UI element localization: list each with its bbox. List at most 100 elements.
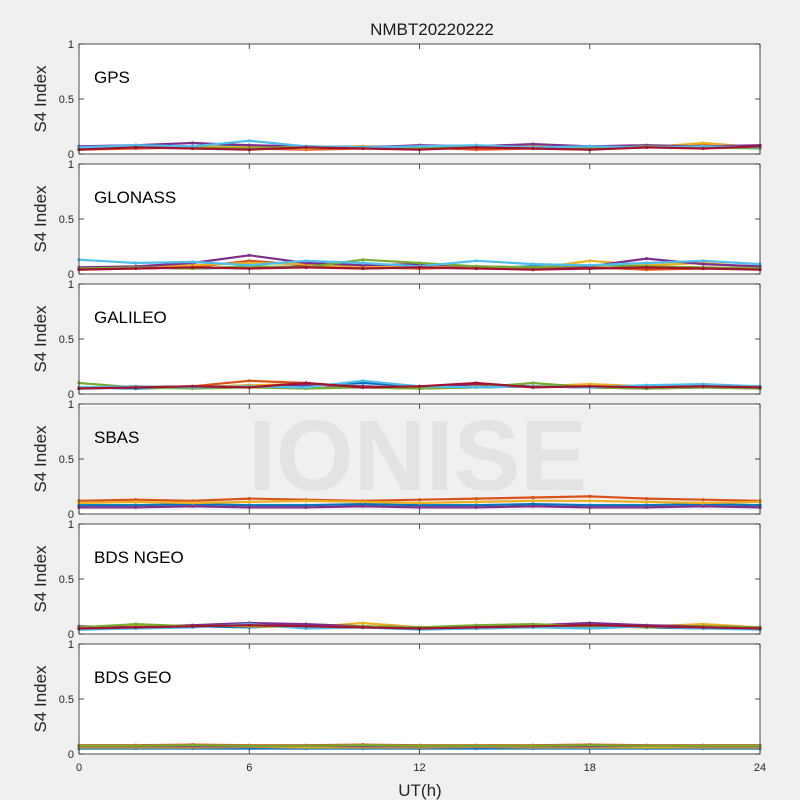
y-tick-label: 0.5	[59, 214, 74, 226]
watermark-text: IONISE	[248, 400, 587, 512]
data-point	[304, 381, 308, 385]
y-tick-label: 0.5	[59, 94, 74, 106]
y-axis-label: S4 Index	[31, 425, 50, 493]
data-point	[474, 744, 478, 748]
panel-label: GALILEO	[94, 308, 167, 327]
data-point	[531, 622, 535, 626]
data-point	[190, 384, 195, 388]
watermark-band	[80, 406, 759, 510]
data-point	[247, 379, 251, 383]
panel-label: SBAS	[94, 428, 139, 447]
data-point	[361, 266, 365, 271]
panels: 0 0.5 1 GPS S4 Index 0 0.5 1 GLONASS S4 Index 0 0.5…	[31, 39, 766, 774]
panel-label: GLONASS	[94, 188, 176, 207]
data-point	[134, 145, 138, 149]
data-point	[247, 497, 251, 501]
data-point	[474, 143, 478, 147]
data-point	[134, 143, 138, 147]
data-point	[701, 259, 705, 263]
data-point	[190, 504, 195, 508]
data-point	[474, 266, 478, 271]
data-point	[304, 503, 308, 507]
data-point	[644, 497, 649, 501]
data-point	[474, 497, 478, 501]
y-tick-label: 1	[68, 639, 74, 651]
data-point	[134, 266, 138, 271]
data-point	[304, 385, 308, 389]
data-point	[701, 266, 705, 271]
data-point	[247, 139, 251, 143]
data-point	[134, 622, 138, 626]
data-point	[531, 146, 535, 151]
data-point	[531, 495, 535, 500]
y-tick-label: 0	[68, 749, 74, 761]
data-point	[644, 268, 649, 272]
y-tick-label: 0.5	[59, 334, 74, 346]
data-point	[531, 262, 535, 266]
data-point	[701, 498, 705, 502]
data-point	[190, 141, 195, 145]
data-point	[361, 502, 365, 506]
data-point	[417, 498, 422, 502]
data-point	[474, 148, 478, 152]
data-point	[531, 499, 535, 503]
data-point	[644, 744, 649, 748]
data-point	[531, 142, 535, 146]
data-point	[361, 625, 365, 630]
data-point	[134, 625, 138, 630]
data-point	[304, 145, 308, 149]
data-point	[588, 743, 592, 747]
x-axis-label: UT(h)	[398, 781, 441, 800]
data-point	[417, 386, 422, 391]
data-point	[134, 385, 138, 389]
data-point	[190, 144, 195, 148]
data-point	[474, 264, 478, 268]
data-point	[701, 262, 705, 266]
data-point	[247, 261, 251, 265]
data-point	[247, 253, 251, 257]
y-tick-label: 0	[68, 509, 74, 521]
data-point	[247, 503, 251, 507]
data-point	[644, 624, 649, 628]
y-axis-label: S4 Index	[31, 545, 50, 613]
y-tick-label: 0.5	[59, 454, 74, 466]
data-point	[474, 625, 478, 630]
data-point	[361, 381, 365, 385]
plot-area	[79, 284, 760, 394]
data-point	[304, 499, 308, 503]
chart-title: NMBT20220222	[370, 20, 494, 39]
panel-4: 0 0.5 1 BDS NGEO S4 Index	[31, 519, 762, 641]
data-point	[588, 384, 592, 388]
data-point	[644, 265, 649, 269]
data-point	[361, 258, 365, 262]
plot-area	[79, 524, 760, 634]
data-point	[644, 383, 649, 387]
y-tick-label: 1	[68, 39, 74, 51]
data-point	[474, 500, 478, 504]
data-point	[474, 259, 478, 263]
data-point	[417, 261, 422, 265]
data-point	[588, 382, 592, 386]
data-point	[531, 624, 535, 628]
plot-area	[79, 644, 760, 754]
data-point	[304, 505, 308, 509]
data-point	[588, 505, 592, 509]
data-point	[190, 146, 195, 151]
data-point	[417, 626, 422, 631]
data-point	[247, 263, 251, 267]
data-point	[474, 385, 478, 389]
data-point	[701, 625, 705, 630]
panel-label: BDS NGEO	[94, 548, 184, 567]
data-point	[361, 146, 365, 151]
data-point	[361, 263, 365, 267]
data-point	[701, 144, 705, 148]
data-point	[247, 259, 251, 263]
data-point	[247, 143, 251, 147]
data-point	[417, 265, 422, 269]
data-point	[304, 626, 308, 631]
y-tick-label: 1	[68, 279, 74, 291]
data-point	[247, 266, 251, 271]
data-point	[417, 144, 422, 148]
data-point	[644, 257, 649, 261]
